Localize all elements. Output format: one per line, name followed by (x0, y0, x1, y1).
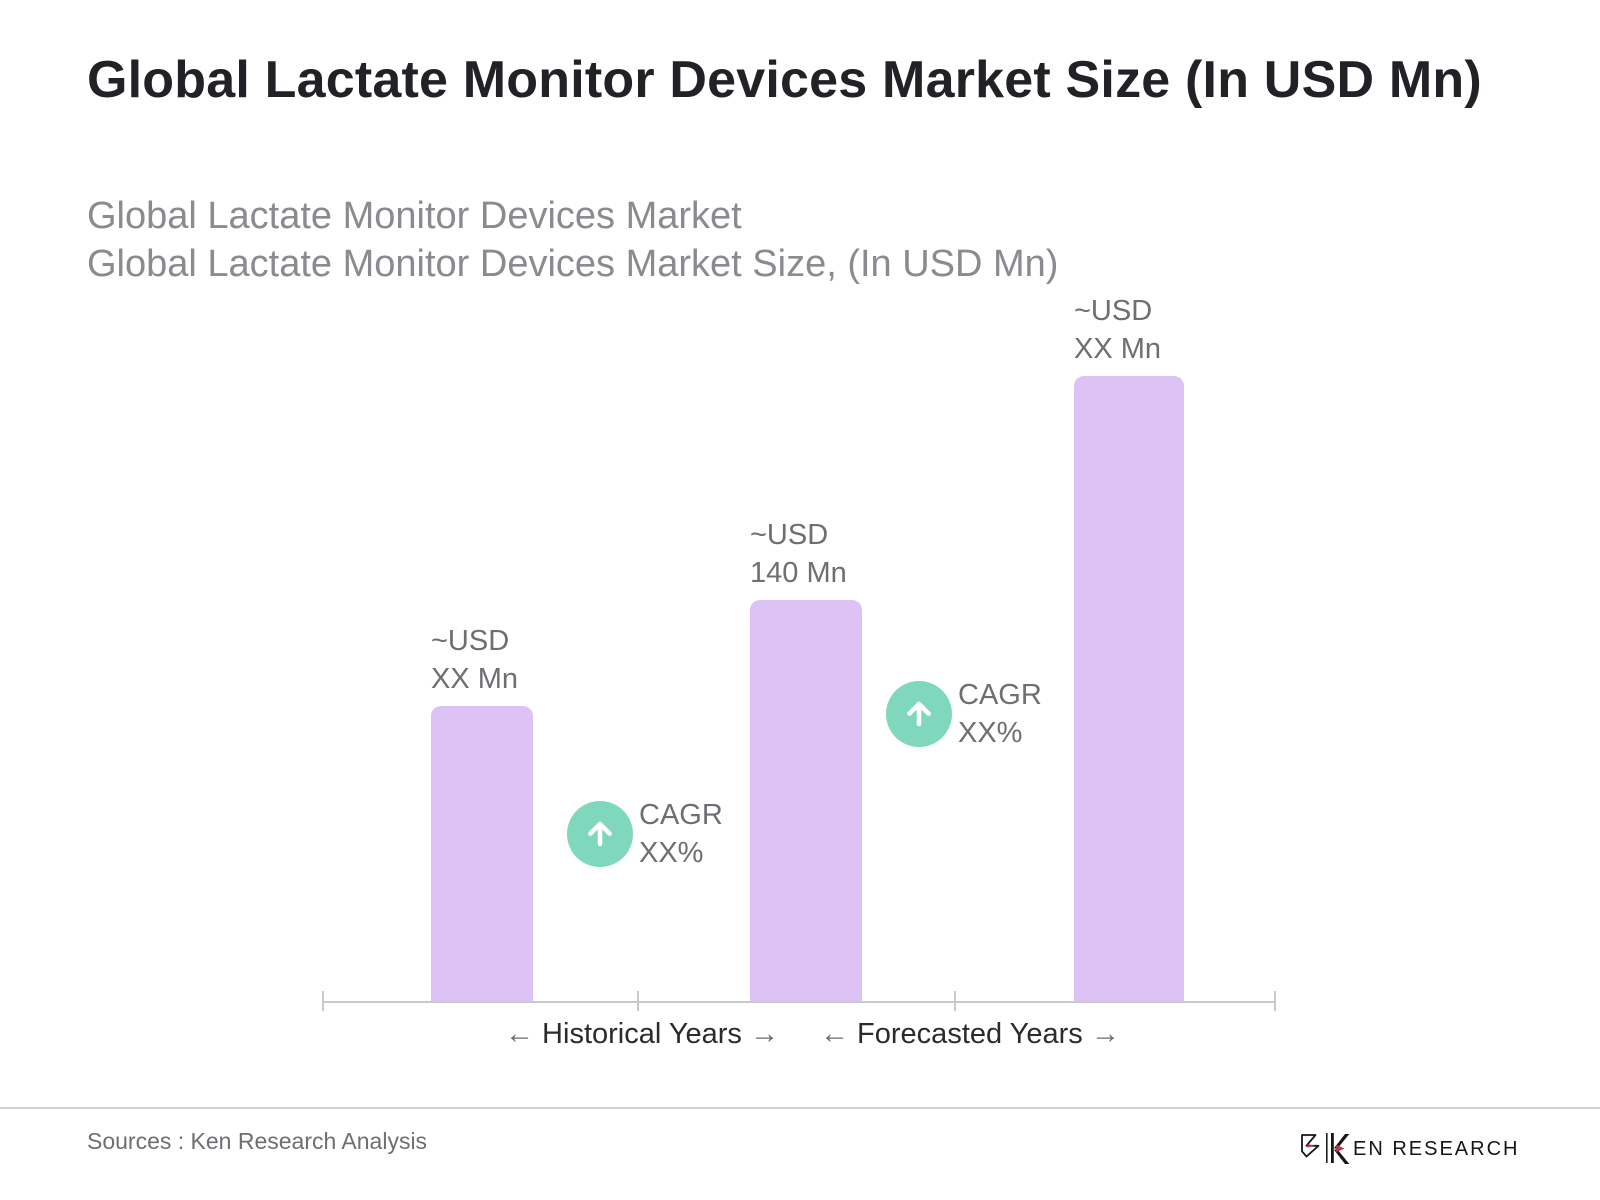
svg-text:EN RESEARCH: EN RESEARCH (1353, 1138, 1519, 1160)
